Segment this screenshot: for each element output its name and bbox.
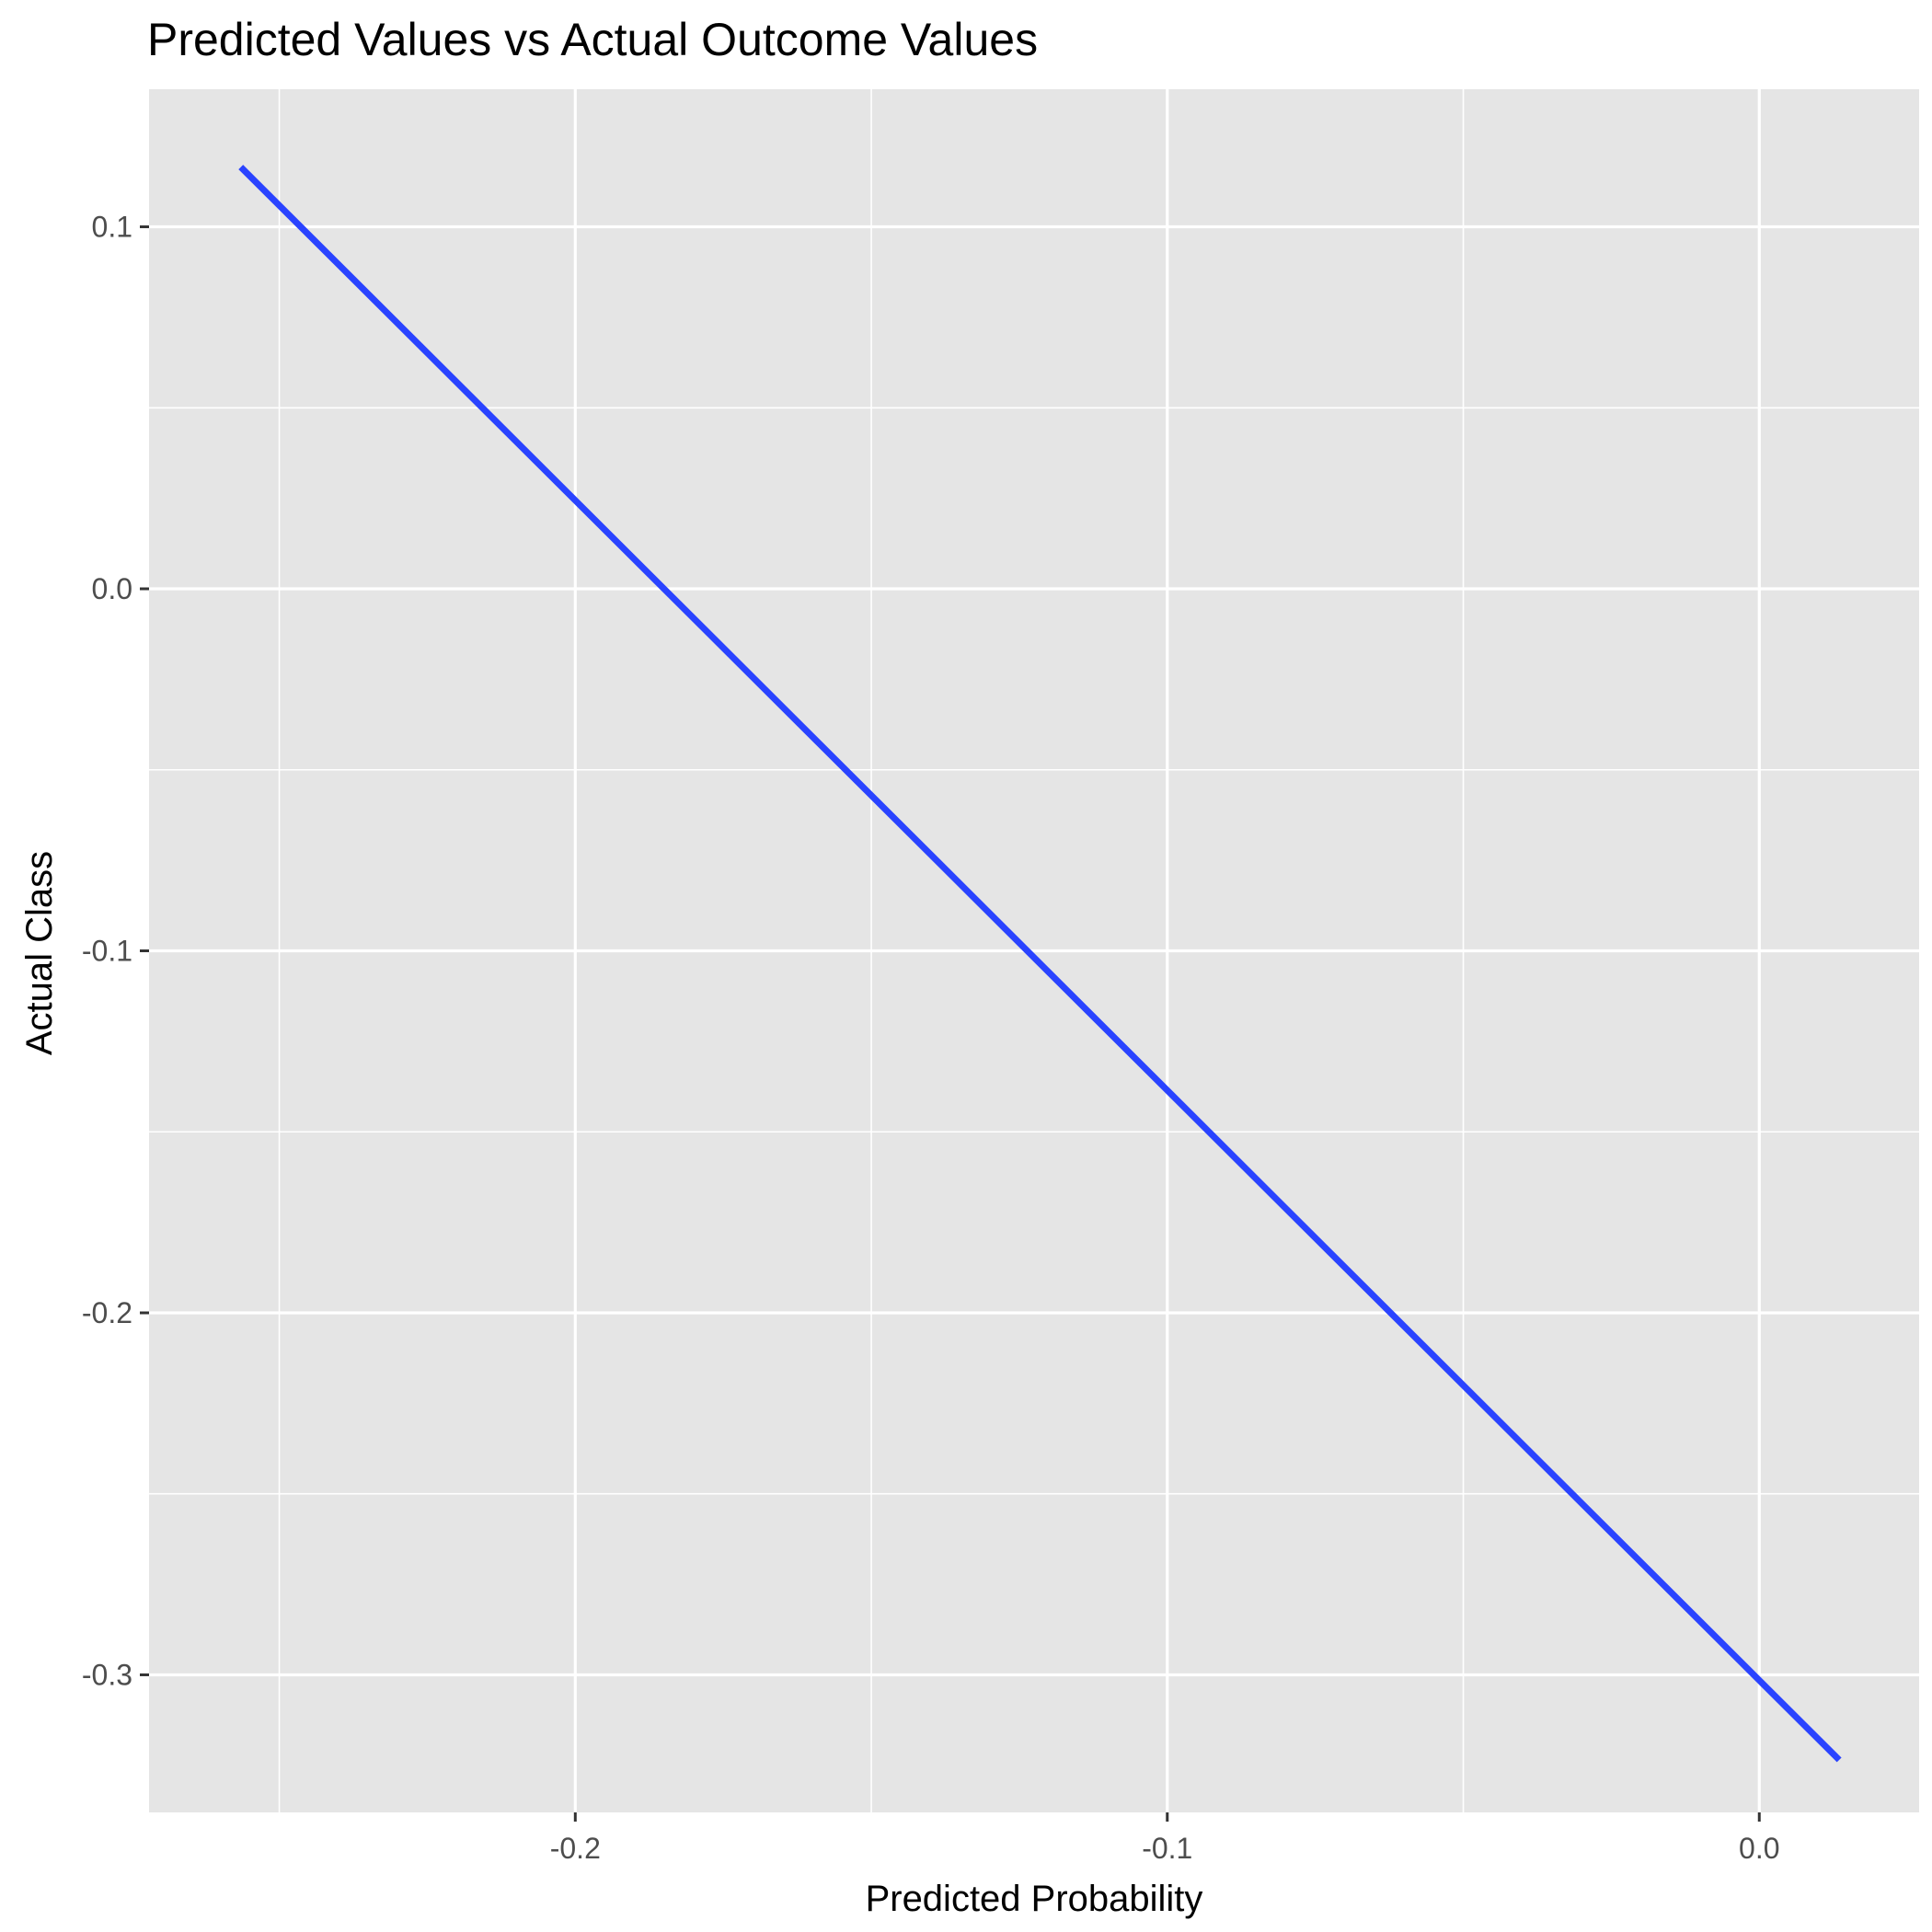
x-axis-title: Predicted Probability <box>866 1879 1203 1919</box>
y-axis: 0.1 0.0 -0.1 -0.2 -0.3 <box>82 211 149 1691</box>
chart-title: Predicted Values vs Actual Outcome Value… <box>147 14 1038 65</box>
series-line <box>238 165 1842 1763</box>
x-tick-label: -0.2 <box>550 1832 601 1865</box>
y-tick-label: -0.2 <box>82 1296 132 1329</box>
y-axis-title: Actual Class <box>19 851 60 1055</box>
y-tick-label: -0.1 <box>82 935 132 968</box>
major-grid <box>149 89 1919 1812</box>
y-tick-label: 0.1 <box>92 211 132 244</box>
x-tick-label: -0.1 <box>1142 1832 1192 1865</box>
y-tick-label: 0.0 <box>92 572 132 605</box>
y-tick-label: -0.3 <box>82 1658 132 1691</box>
series-layer <box>238 165 1842 1763</box>
x-tick-label: 0.0 <box>1739 1832 1779 1865</box>
x-axis: -0.2 -0.1 0.0 <box>550 1812 1780 1865</box>
